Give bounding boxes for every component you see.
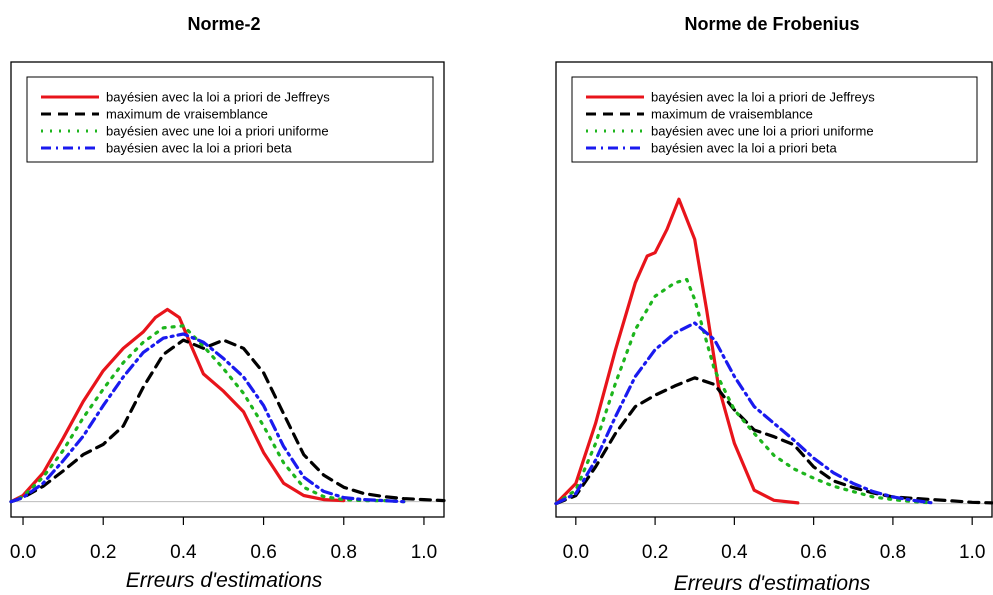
density-curves xyxy=(554,197,993,506)
panel-norme-2: Norme-2 bayésien avec la loi a priori de… xyxy=(9,14,446,592)
legend-label: bayésien avec la loi a priori beta xyxy=(106,141,292,156)
legend-label: bayésien avec la loi a priori beta xyxy=(651,141,837,156)
series-line-0 xyxy=(554,197,800,506)
legend-label: bayésien avec une loi a priori uniforme xyxy=(651,124,874,139)
x-axis: 0.0 0.2 0.4 0.6 0.8 1.0 xyxy=(563,517,985,563)
x-tick-label: 0.0 xyxy=(10,542,36,563)
chart-title: Norme-2 xyxy=(187,14,260,34)
legend-label: maximum de vraisemblance xyxy=(651,107,813,122)
x-tick-label: 0.2 xyxy=(642,542,668,563)
legend-label: maximum de vraisemblance xyxy=(106,107,268,122)
x-tick-label: 0.4 xyxy=(721,542,748,563)
chart-title: Norme de Frobenius xyxy=(684,14,859,34)
density-curves xyxy=(9,307,446,504)
x-axis-label: Erreurs d'estimations xyxy=(126,569,323,592)
series-line-1 xyxy=(554,376,993,506)
panel-norme-de-frobenius: Norme de Frobenius bayésien avec la loi … xyxy=(554,14,993,595)
series-line-3 xyxy=(9,332,406,504)
x-tick-label: 0.8 xyxy=(880,542,906,563)
x-axis-label: Erreurs d'estimations xyxy=(674,572,871,595)
x-tick-label: 0.6 xyxy=(800,542,826,563)
legend-label: bayésien avec une loi a priori uniforme xyxy=(106,124,329,139)
legend: bayésien avec la loi a priori de Jeffrey… xyxy=(41,90,330,156)
series-line-3 xyxy=(554,321,935,506)
legend-label: bayésien avec la loi a priori de Jeffrey… xyxy=(106,90,330,105)
x-tick-label: 0.4 xyxy=(170,542,197,563)
x-tick-label: 0.0 xyxy=(563,542,589,563)
x-tick-label: 0.8 xyxy=(331,542,357,563)
legend: bayésien avec la loi a priori de Jeffrey… xyxy=(586,90,875,156)
series-line-2 xyxy=(9,324,406,504)
x-tick-label: 1.0 xyxy=(411,542,437,563)
x-tick-label: 1.0 xyxy=(959,542,985,563)
series-line-0 xyxy=(9,307,346,504)
plot-frame xyxy=(555,61,993,518)
series-line-1 xyxy=(9,338,446,504)
x-tick-label: 0.2 xyxy=(90,542,116,563)
x-tick-label: 0.6 xyxy=(250,542,276,563)
x-axis: 0.0 0.2 0.4 0.6 0.8 1.0 xyxy=(10,517,437,563)
plot-frame xyxy=(10,61,445,518)
legend-label: bayésien avec la loi a priori de Jeffrey… xyxy=(651,90,875,105)
